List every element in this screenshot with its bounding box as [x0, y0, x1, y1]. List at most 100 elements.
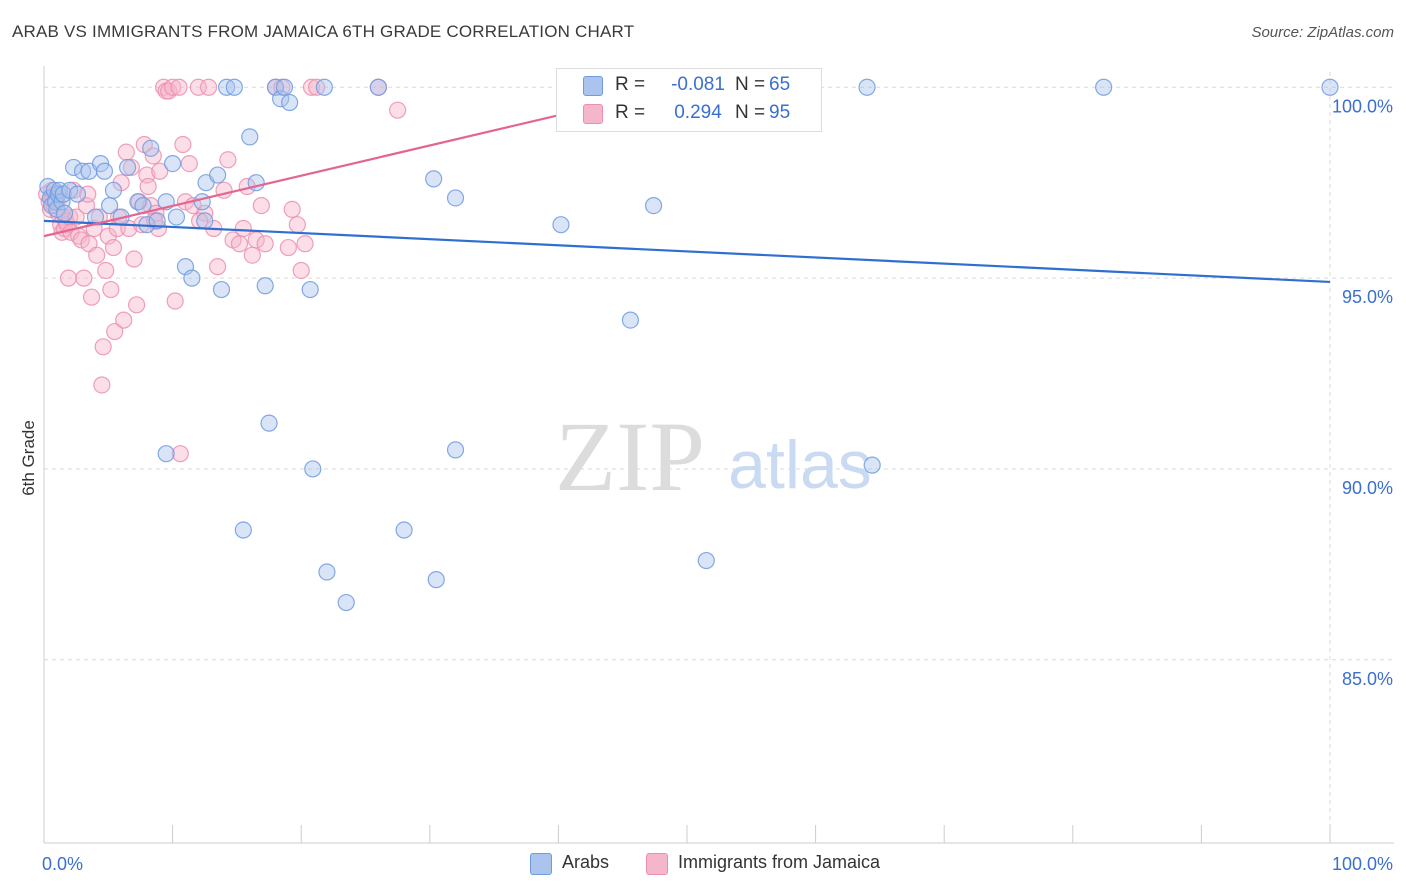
jamaica-point [139, 177, 157, 196]
arabs-legend-label: Arabs [562, 852, 610, 872]
n-label: N = [735, 102, 766, 123]
jamaica-swatch [583, 104, 603, 124]
jamaica-point [219, 151, 237, 169]
jamaica-point [209, 258, 227, 276]
jamaica-point [174, 135, 192, 154]
jamaica-point [252, 196, 270, 215]
arab-point [225, 78, 243, 96]
series-immigrants-from-jamaica [37, 78, 407, 463]
jamaica-point [88, 246, 106, 264]
arab-point [304, 460, 322, 478]
arab-point [260, 414, 278, 432]
watermark-atlas: atlas [728, 427, 872, 503]
y-tick-label: 90.0% [1342, 478, 1393, 498]
arab-point [644, 196, 663, 215]
arab-point [118, 158, 137, 177]
watermark-zip: ZIP [555, 401, 705, 512]
arab-point [281, 93, 299, 112]
arab-point [61, 181, 79, 199]
arab-point [863, 456, 881, 474]
r-value: -0.081 [671, 74, 725, 95]
jamaica-point [104, 238, 123, 257]
jamaica-point [292, 261, 310, 280]
x-tick-label: 0.0% [42, 854, 83, 874]
n-label: N = [735, 74, 766, 95]
jamaica-point [151, 162, 169, 180]
arab-point [1095, 78, 1113, 96]
jamaica-point [200, 78, 218, 96]
arab-point [427, 571, 445, 589]
arab-point [104, 181, 123, 199]
arab-point [183, 269, 201, 287]
r-value: 0.294 [674, 102, 722, 123]
arab-point [337, 593, 355, 612]
arabs-swatch [583, 76, 603, 96]
n-value: 65 [769, 74, 791, 95]
jamaica-point [127, 296, 146, 314]
jamaica-point [82, 288, 101, 306]
arab-point [167, 208, 186, 226]
y-axis-label: 6th Grade [19, 420, 38, 496]
arab-point [425, 170, 443, 188]
jamaica-point [170, 78, 188, 96]
arab-point [148, 212, 166, 230]
jamaica-point [256, 235, 274, 253]
jamaica-point [94, 338, 112, 356]
jamaica-point [125, 250, 143, 268]
jamaica-point [75, 269, 93, 287]
jamaica-point [97, 261, 115, 280]
jamaica-point [166, 292, 184, 310]
watermark: ZIP atlas [555, 401, 872, 512]
arab-point [256, 277, 274, 295]
x-tick-label: 100.0% [1332, 854, 1393, 874]
r-label: R = [615, 102, 646, 123]
arab-point [395, 521, 413, 539]
jamaica-point [180, 155, 198, 173]
jamaica-point [102, 280, 120, 299]
arab-point [315, 78, 333, 96]
jamaica-point [283, 200, 301, 219]
arab-point [234, 521, 252, 539]
arab-point [446, 189, 465, 207]
arab-point [55, 204, 74, 222]
jamaica-point [59, 269, 78, 287]
arab-point [164, 155, 182, 173]
arab-point [142, 139, 160, 157]
jamaica-point [117, 143, 135, 161]
jamaica-point [106, 322, 124, 341]
jamaica-point [302, 78, 321, 96]
arab-point [275, 78, 294, 96]
jamaica-legend-label: Immigrants from Jamaica [678, 852, 881, 872]
chart-title: ARAB VS IMMIGRANTS FROM JAMAICA 6TH GRAD… [12, 22, 635, 41]
arab-point [301, 280, 319, 299]
n-value: 95 [769, 102, 791, 123]
jamaica-point [288, 216, 306, 234]
jamaica-point [164, 78, 182, 96]
y-tick-label: 95.0% [1342, 287, 1393, 307]
source-credit: Source: ZipAtlas.com [1251, 24, 1394, 41]
r-label: R = [615, 74, 646, 95]
jamaica-point [279, 238, 297, 257]
arab-point [1321, 78, 1339, 96]
y-tick-label: 85.0% [1342, 669, 1393, 689]
arab-point [68, 185, 87, 203]
jamaica-legend-swatch [646, 853, 668, 875]
arab-point [369, 78, 387, 96]
arab-point [318, 563, 336, 581]
arab-point [209, 166, 227, 184]
jamaica-point [234, 219, 252, 238]
jamaica-point [90, 208, 108, 226]
axes [43, 66, 1394, 844]
arabs-legend-swatch [530, 853, 552, 875]
jamaica-point [243, 246, 261, 264]
jamaica-point [296, 235, 314, 253]
jamaica-point [72, 231, 90, 249]
jamaica-point [389, 101, 407, 119]
arab-point [697, 551, 715, 570]
correlation-legend: R = -0.081 N = 65 R = 0.294 N = 95 [556, 68, 822, 132]
arab-point [621, 311, 640, 329]
jamaica-point [93, 376, 111, 394]
arab-point [552, 216, 570, 234]
tick-labels: 85.0% 90.0% 95.0% 100.0% 0.0% 100.0% [42, 96, 1393, 874]
